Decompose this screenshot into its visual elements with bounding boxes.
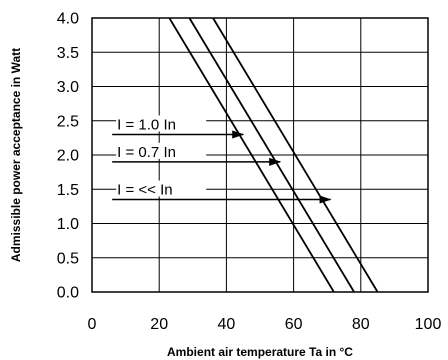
- annotations: I = 1.0 In I = 0.7 In I = << In: [112, 115, 332, 204]
- annotation-label: I = << In: [117, 182, 172, 199]
- x-tick-labels: 0 20 40 60 80 100: [88, 316, 442, 333]
- series-lines: [168, 17, 379, 293]
- y-tick-labels: 0.0 0.5 1.0 1.5 2.0 2.5 3.0 3.5 4.0: [57, 11, 79, 302]
- x-axis-label: Ambient air temperature Ta in °C: [167, 345, 353, 359]
- y-axis-label: Admissible power acceptance in Watt: [9, 48, 23, 262]
- y-tick-label: 1.5: [57, 182, 79, 199]
- x-tick-label: 80: [352, 316, 370, 333]
- annotation-label: I = 0.7 In: [117, 144, 176, 161]
- x-tick-label: 100: [415, 316, 442, 333]
- plot-frame: [91, 17, 429, 293]
- series-line: [212, 17, 379, 293]
- x-tick-label: 40: [218, 316, 236, 333]
- y-tick-label: 0.5: [57, 250, 79, 267]
- y-tick-label: 4.0: [57, 11, 79, 28]
- y-tick-label: 1.0: [57, 216, 79, 233]
- y-tick-label: 0.0: [57, 285, 79, 302]
- x-tick-label: 0: [88, 316, 97, 333]
- y-tick-label: 3.5: [57, 45, 79, 62]
- annotation-label-background: [116, 115, 207, 132]
- series-line: [168, 17, 335, 293]
- annotation-label-background: [116, 142, 207, 159]
- annotation-label-background: [116, 180, 207, 197]
- y-tick-label: 2.5: [57, 113, 79, 130]
- x-tick-label: 60: [285, 316, 303, 333]
- x-tick-label: 20: [150, 316, 168, 333]
- y-tick-label: 2.0: [57, 148, 79, 165]
- annotation-label: I = 1.0 In: [117, 116, 176, 133]
- y-tick-label: 3.0: [57, 79, 79, 96]
- series-line: [188, 17, 355, 293]
